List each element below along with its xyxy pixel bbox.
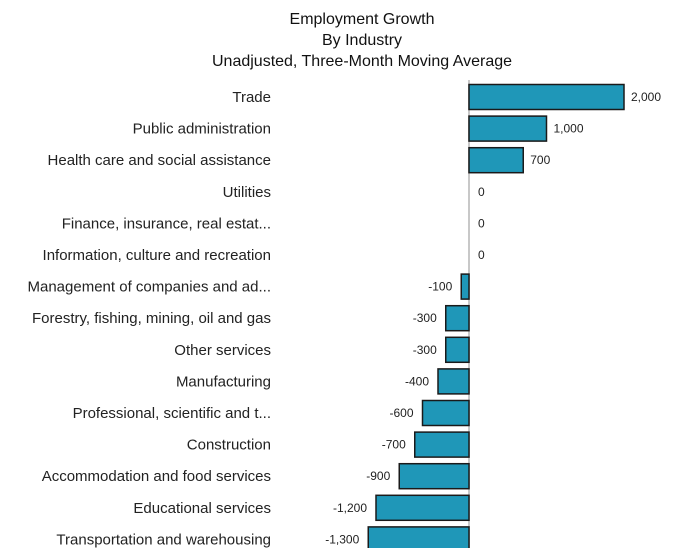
category-label: Other services bbox=[174, 342, 271, 359]
category-label: Transportation and warehousing bbox=[56, 531, 271, 548]
value-label: 0 bbox=[478, 248, 485, 262]
bar bbox=[460, 273, 470, 300]
bars-group bbox=[367, 83, 625, 548]
category-label: Construction bbox=[187, 437, 271, 454]
category-label: Trade bbox=[232, 89, 271, 106]
category-label: Accommodation and food services bbox=[42, 468, 271, 485]
bar bbox=[468, 115, 548, 142]
category-label: Utilities bbox=[223, 184, 271, 201]
value-label: -100 bbox=[428, 280, 452, 294]
bar bbox=[414, 431, 470, 458]
bar bbox=[468, 146, 524, 174]
category-labels: Trade Public administration Health care an… bbox=[28, 89, 272, 548]
category-label: Finance, insurance, real estat... bbox=[62, 215, 271, 232]
value-label: 2,000 bbox=[631, 90, 661, 104]
bar bbox=[398, 462, 470, 490]
chart-title-line-1: Employment Growth bbox=[290, 11, 435, 28]
bar bbox=[445, 336, 470, 364]
value-label: -400 bbox=[405, 374, 429, 388]
category-label: Management of companies and ad... bbox=[28, 279, 272, 296]
chart-title-line-3: Unadjusted, Three-Month Moving Average bbox=[212, 53, 512, 70]
category-label: Health care and social assistance bbox=[48, 152, 271, 169]
value-label: 0 bbox=[478, 185, 485, 199]
bar bbox=[375, 494, 470, 522]
value-label: -700 bbox=[382, 438, 406, 452]
value-labels: 2,000 1,000 700 0 0 0 -100 -300 -300 -400 -600 -700… bbox=[325, 90, 661, 546]
category-label: Professional, scientific and t... bbox=[73, 405, 271, 422]
chart-title-line-2: By Industry bbox=[322, 32, 402, 49]
category-label: Manufacturing bbox=[176, 373, 271, 390]
chart-title: Employment Growth By Industry Unadjusted… bbox=[212, 11, 512, 70]
value-label: -900 bbox=[366, 469, 390, 483]
bar bbox=[445, 304, 470, 332]
bar bbox=[437, 368, 470, 395]
bar bbox=[367, 526, 470, 548]
value-label: 700 bbox=[530, 153, 550, 167]
value-label: -300 bbox=[413, 343, 437, 357]
value-label: -600 bbox=[389, 406, 413, 420]
value-label: 1,000 bbox=[554, 122, 584, 136]
bar bbox=[468, 83, 625, 111]
category-label: Forestry, fishing, mining, oil and gas bbox=[32, 310, 271, 327]
category-label: Educational services bbox=[133, 500, 271, 517]
value-label: -1,200 bbox=[333, 501, 367, 515]
value-label: 0 bbox=[478, 216, 485, 230]
bar bbox=[421, 399, 470, 427]
value-label: -300 bbox=[413, 311, 437, 325]
category-label: Public administration bbox=[133, 121, 271, 138]
category-label: Information, culture and recreation bbox=[43, 247, 271, 264]
value-label: -1,300 bbox=[325, 532, 359, 546]
